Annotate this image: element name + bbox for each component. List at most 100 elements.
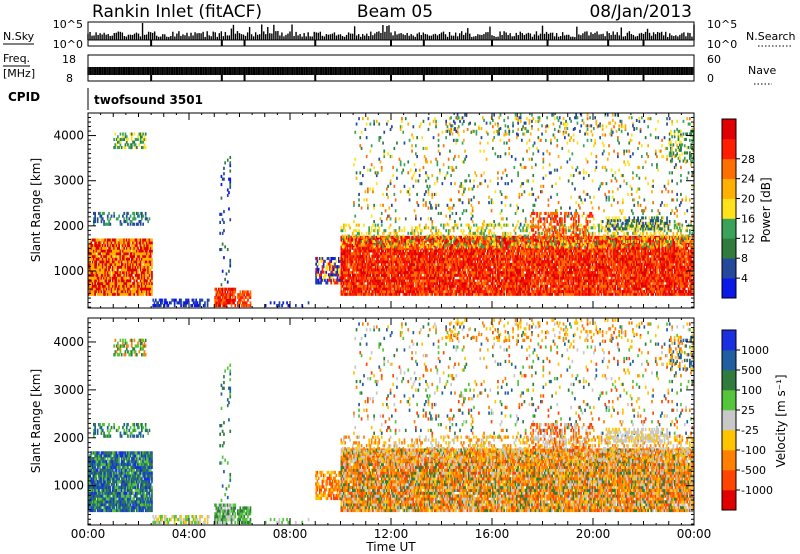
power-cell — [112, 260, 114, 264]
power-cell — [331, 265, 334, 269]
power-cell — [440, 271, 442, 275]
power-cell — [141, 252, 143, 256]
power-cell — [365, 265, 368, 269]
power-cell — [346, 284, 349, 288]
power-cell — [335, 259, 338, 263]
power-cell — [133, 244, 136, 248]
power-cell — [401, 290, 403, 294]
power-cell — [359, 252, 362, 256]
power-cell — [396, 268, 398, 272]
power-cell — [475, 254, 478, 258]
power-cell — [375, 279, 378, 283]
power-cell — [413, 290, 416, 294]
power-cell — [93, 257, 95, 261]
power-cell — [476, 241, 479, 245]
power-cell — [105, 292, 108, 296]
power-cell — [362, 260, 364, 264]
power-cell — [119, 284, 122, 288]
power-cell — [204, 304, 206, 308]
power-cell — [391, 281, 393, 285]
power-cell — [437, 273, 440, 277]
power-cell — [141, 132, 143, 136]
power-cell — [425, 254, 427, 258]
power-cell — [389, 281, 392, 285]
power-cell — [475, 262, 478, 266]
power-cell — [286, 301, 288, 305]
power-cell — [359, 260, 362, 264]
power-cell — [447, 290, 450, 294]
power-cell — [112, 281, 114, 285]
power-cell — [440, 268, 442, 272]
power-cell — [133, 217, 136, 221]
power-cell — [94, 268, 96, 272]
power-cell — [456, 279, 459, 283]
power-cell — [372, 290, 374, 294]
power-cell — [118, 146, 120, 150]
power-cell — [329, 262, 331, 266]
power-cell — [447, 276, 450, 280]
power-cell — [465, 257, 468, 261]
power-cell — [367, 265, 369, 269]
power-cell — [360, 290, 363, 294]
power-cell — [407, 268, 410, 272]
power-cell — [362, 281, 364, 285]
power-cell — [399, 246, 402, 250]
power-cell — [387, 252, 389, 256]
power-cell — [355, 265, 358, 269]
power-cell — [341, 252, 344, 256]
power-cell — [426, 249, 429, 253]
power-cell — [427, 265, 430, 269]
power-cell — [219, 304, 221, 308]
power-cell — [392, 273, 394, 277]
power-cell — [441, 290, 444, 294]
power-cell — [354, 292, 357, 296]
power-cell — [367, 249, 369, 253]
power-cell — [147, 290, 149, 294]
power-cell — [494, 257, 497, 261]
power-cell — [110, 281, 113, 285]
power-cell — [420, 276, 422, 280]
power-cell — [109, 281, 112, 285]
power-cell — [422, 284, 425, 288]
power-cell — [394, 257, 397, 261]
power-cell — [398, 246, 401, 250]
power-cell — [132, 287, 134, 291]
power-cell — [340, 246, 343, 250]
power-cell — [146, 244, 148, 248]
power-cell — [124, 292, 127, 296]
power-cell — [402, 249, 405, 253]
power-cell — [358, 287, 360, 291]
power-cell — [459, 292, 461, 296]
power-cell — [492, 271, 494, 275]
power-cell — [403, 265, 406, 269]
power-cell — [425, 265, 427, 269]
power-cell — [378, 273, 381, 277]
power-cell — [100, 249, 103, 253]
power-cell — [90, 252, 93, 256]
power-cell — [470, 260, 473, 264]
power-cell — [132, 222, 134, 226]
power-cell — [397, 276, 399, 280]
power-cell — [470, 273, 473, 277]
power-cell — [172, 298, 175, 302]
power-cell — [407, 273, 410, 277]
power-cell — [129, 260, 132, 264]
power-cell — [146, 260, 148, 264]
power-cell — [449, 271, 451, 275]
power-cell — [490, 287, 493, 291]
power-cell — [391, 284, 393, 288]
nave-tick-bottom: 0 — [707, 72, 714, 85]
power-cell — [498, 257, 500, 261]
power-cell — [118, 281, 120, 285]
power-cell — [430, 273, 432, 277]
power-cell — [186, 298, 189, 302]
power-cell — [475, 246, 478, 250]
power-cell — [344, 252, 346, 256]
power-cell — [335, 278, 338, 282]
power-cell — [466, 262, 469, 266]
power-cell — [489, 268, 492, 272]
power-cell — [359, 292, 362, 296]
power-cell — [388, 268, 391, 272]
power-cell — [368, 254, 370, 258]
power-cell — [435, 279, 437, 283]
